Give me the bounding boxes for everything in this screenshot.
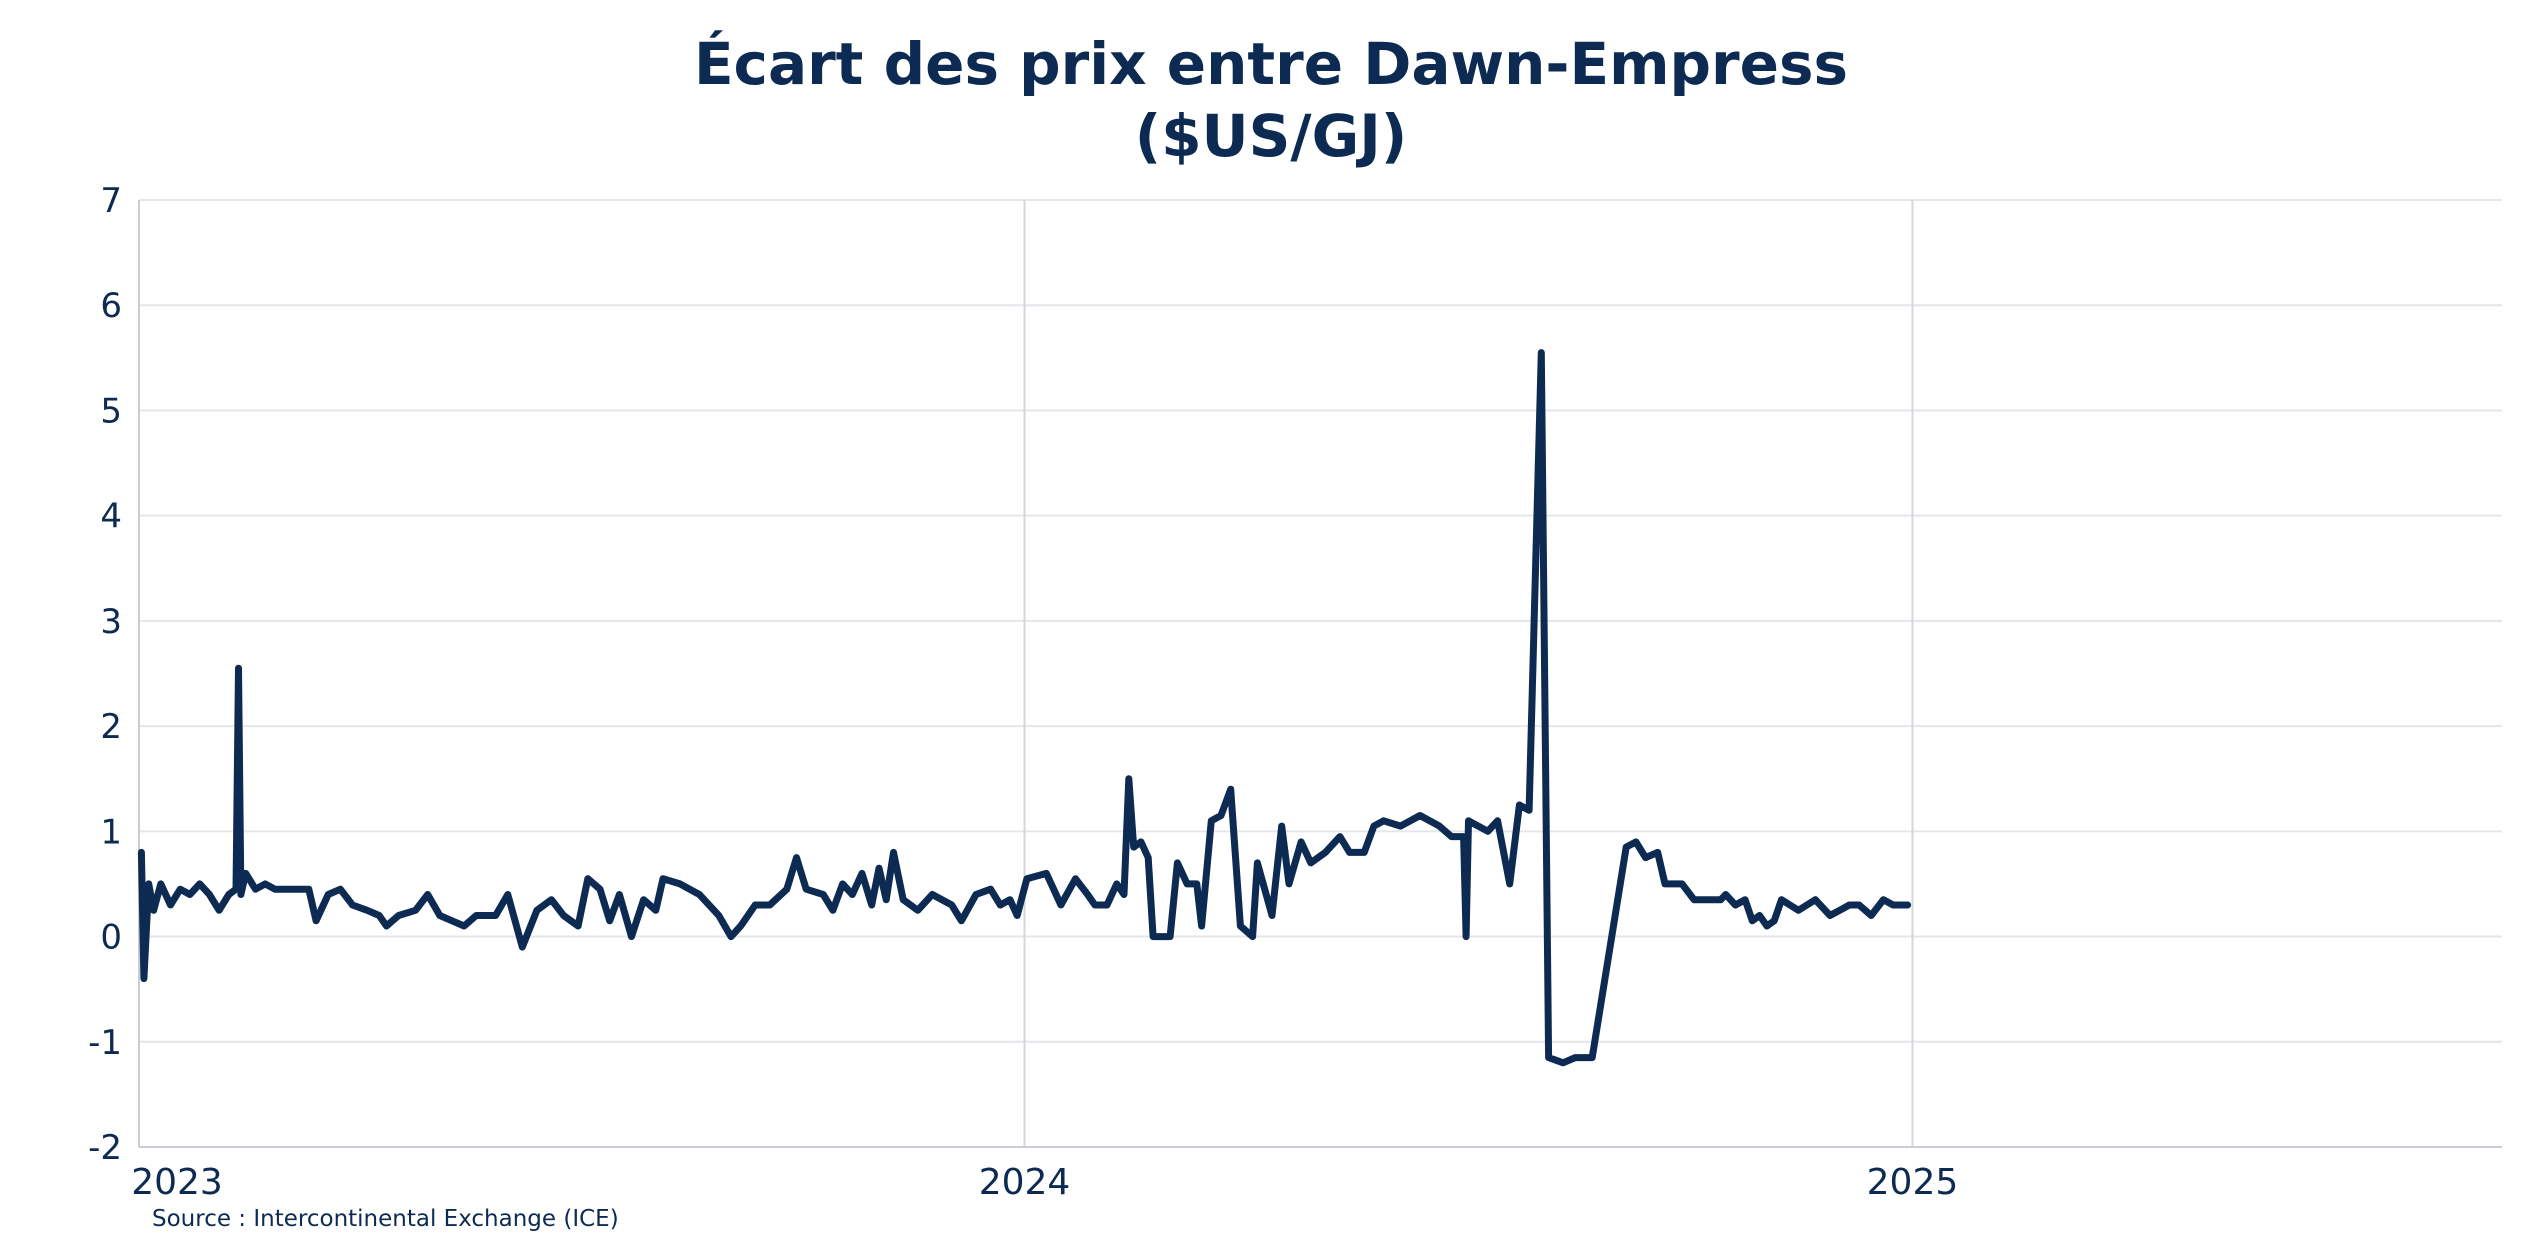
series-layer bbox=[137, 349, 1912, 1067]
y-tick-label: 3 bbox=[100, 602, 122, 642]
series-line-0 bbox=[137, 349, 1912, 1067]
y-tick-label: 7 bbox=[100, 181, 122, 221]
chart-title-line-1: Écart des prix entre Dawn-Empress bbox=[693, 30, 1849, 98]
x-tick-label: 2024 bbox=[979, 1162, 1071, 1203]
y-tick-label: -2 bbox=[88, 1128, 122, 1168]
chart-title-line-2: ($US/GJ) bbox=[1134, 102, 1408, 170]
axes bbox=[138, 200, 2502, 1148]
y-tick-label: 0 bbox=[100, 918, 122, 958]
y-tick-label: 6 bbox=[100, 286, 122, 326]
x-tick-label: 2025 bbox=[1867, 1162, 1959, 1203]
tick-labels: -2 -1 0 1 2 3 4 5 6 7 2023 2024 2025 bbox=[88, 181, 1958, 1203]
y-tick-label: 4 bbox=[100, 497, 122, 537]
grid-lines bbox=[138, 199, 2502, 1148]
y-tick-label: 2 bbox=[100, 707, 122, 747]
y-tick-label: 5 bbox=[100, 391, 122, 431]
y-tick-label: -1 bbox=[88, 1023, 122, 1063]
source-note: Source : Intercontinental Exchange (ICE) bbox=[152, 1206, 619, 1232]
y-tick-label: 1 bbox=[100, 812, 122, 852]
x-tick-label: 2023 bbox=[131, 1162, 223, 1203]
chart-title: Écart des prix entre Dawn-Empress ($US/G… bbox=[0, 28, 2542, 172]
